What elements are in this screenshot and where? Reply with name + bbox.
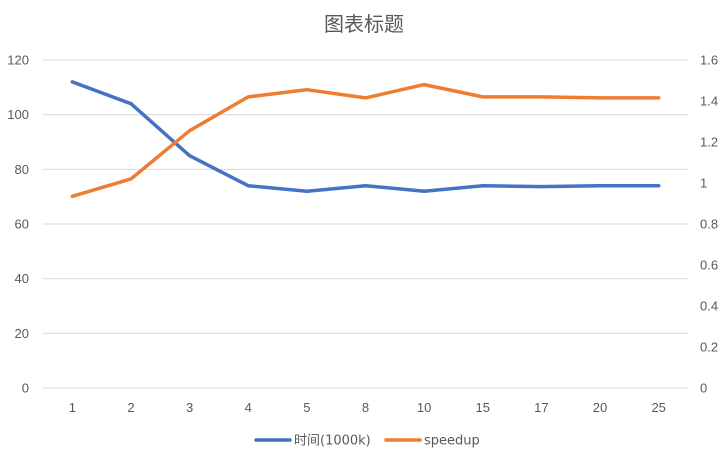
x-axis-tick-label: 10 xyxy=(417,400,431,415)
legend: 时间(1000k) speedup xyxy=(254,434,480,449)
series-line-1 xyxy=(70,80,661,193)
legend-label: speedup xyxy=(424,434,480,449)
left-axis-ticks: 0 20 40 60 80 100 120 xyxy=(7,53,29,396)
left-axis-tick-label: 40 xyxy=(15,271,29,286)
x-axis-tick-label: 2 xyxy=(127,400,134,415)
x-axis-tick-label: 5 xyxy=(303,400,310,415)
right-axis-tick-label: 1.2 xyxy=(700,135,718,150)
left-axis-tick-label: 120 xyxy=(7,53,29,68)
x-axis-tick-label: 20 xyxy=(593,400,607,415)
x-axis-tick-label: 4 xyxy=(245,400,252,415)
series-line-2 xyxy=(70,82,661,199)
x-axis-tick-label: 17 xyxy=(534,400,548,415)
left-axis-tick-label: 60 xyxy=(15,217,29,232)
chart-title: 图表标题 xyxy=(324,12,404,36)
right-axis-ticks: 0 0.2 0.4 0.6 0.8 1 1.2 1.4 1.6 xyxy=(700,53,718,396)
left-axis-tick-label: 80 xyxy=(15,162,29,177)
left-axis-tick-label: 100 xyxy=(7,107,29,122)
legend-label: 时间(1000k) xyxy=(294,434,371,449)
right-axis-tick-label: 0.8 xyxy=(700,217,718,232)
x-axis-tick-label: 3 xyxy=(186,400,193,415)
left-axis-tick-label: 0 xyxy=(22,381,29,396)
gridlines xyxy=(43,59,688,389)
x-axis-tick-label: 15 xyxy=(476,400,490,415)
right-axis-tick-label: 0 xyxy=(700,381,707,396)
x-axis-ticks: 1 2 3 4 5 8 10 15 17 20 25 xyxy=(69,400,666,415)
x-axis-tick-label: 8 xyxy=(362,400,369,415)
right-axis-tick-label: 0.6 xyxy=(700,258,718,273)
series-lines xyxy=(70,80,661,199)
x-axis-tick-label: 25 xyxy=(651,400,665,415)
right-axis-tick-label: 1.4 xyxy=(700,94,718,109)
right-axis-tick-label: 0.2 xyxy=(700,340,718,355)
right-axis-tick-label: 1 xyxy=(700,176,707,191)
left-axis-tick-label: 20 xyxy=(15,326,29,341)
x-axis-tick-label: 1 xyxy=(69,400,76,415)
right-axis-tick-label: 0.4 xyxy=(700,299,718,314)
right-axis-tick-label: 1.6 xyxy=(700,53,718,68)
